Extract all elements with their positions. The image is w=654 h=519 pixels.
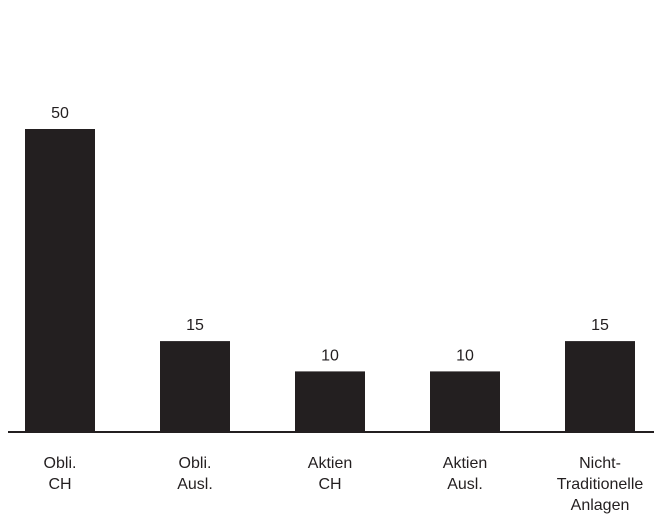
category-label-4-line-1: Traditionelle <box>557 476 644 493</box>
category-label-3-line-0: Aktien <box>443 455 487 472</box>
category-label-2-line-0: Aktien <box>308 455 352 472</box>
category-label-1-line-0: Obli. <box>179 455 212 472</box>
bar-3 <box>430 371 500 432</box>
category-label-3-line-1: Ausl. <box>447 476 483 493</box>
category-label-4: Nicht- Traditionelle Anlagen <box>557 455 644 514</box>
bar-4 <box>565 341 635 432</box>
bar-value-label-0: 50 <box>51 105 69 122</box>
category-label-4-line-0: Nicht- <box>579 455 621 472</box>
bar-0 <box>25 129 95 432</box>
bar-value-label-4: 15 <box>591 317 609 334</box>
category-labels-layer: Obli. CH Obli. Ausl. Aktien CH Aktien Ausl. Nich… <box>44 455 644 514</box>
category-label-2: Aktien CH <box>308 455 352 493</box>
category-label-4-line-2: Anlagen <box>571 497 630 514</box>
bar-value-label-3: 10 <box>456 347 474 364</box>
category-label-0-line-0: Obli. <box>44 455 77 472</box>
category-label-3: Aktien Ausl. <box>443 455 487 493</box>
value-labels-layer: 50 15 10 10 15 <box>51 105 609 364</box>
bar-value-label-2: 10 <box>321 347 339 364</box>
category-label-1-line-1: Ausl. <box>177 476 213 493</box>
category-label-2-line-1: CH <box>318 476 341 493</box>
category-label-0: Obli. CH <box>44 455 77 493</box>
category-label-0-line-1: CH <box>48 476 71 493</box>
bar-1 <box>160 341 230 432</box>
bar-value-label-1: 15 <box>186 317 204 334</box>
bar-2 <box>295 371 365 432</box>
category-label-1: Obli. Ausl. <box>177 455 213 493</box>
bars-layer <box>25 129 635 432</box>
